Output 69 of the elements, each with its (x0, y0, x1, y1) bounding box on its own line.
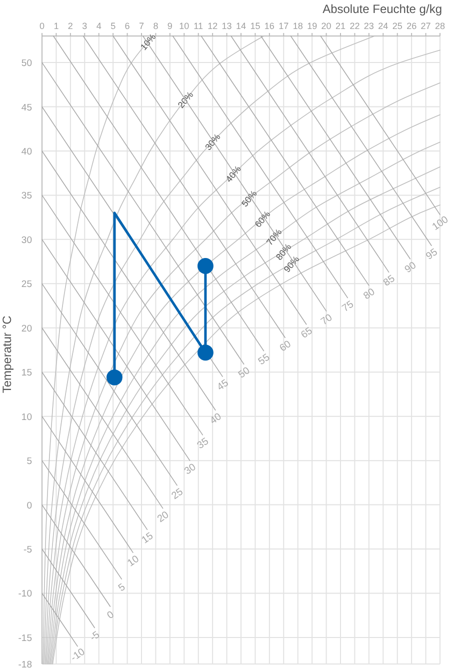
text: 10 (126, 554, 142, 570)
text: 55 (256, 352, 272, 368)
x-tick-label: 20 (321, 21, 332, 31)
x-tick-label: 19 (307, 21, 318, 31)
text: 75 (340, 298, 356, 314)
x-tick-label: 13 (222, 21, 232, 31)
x-tick-label: 15 (250, 21, 260, 31)
text: 85 (382, 273, 398, 289)
x-tick-label: 8 (153, 21, 158, 31)
text: 70 (319, 312, 335, 328)
x-tick-label: 9 (167, 21, 172, 31)
y-tick-label: 35 (21, 190, 32, 202)
text: 0 (105, 609, 117, 622)
text: 95 (424, 246, 440, 262)
x-tick-label: 18 (292, 21, 303, 31)
x-tick-label: 1 (54, 21, 59, 31)
x-tick-label: 17 (278, 21, 289, 31)
x-tick-label: 25 (392, 21, 402, 31)
y-tick-label: 45 (21, 102, 32, 114)
x-tick-label: 6 (124, 21, 130, 31)
x-tick-label: 16 (264, 21, 274, 31)
x-tick-label: 11 (194, 21, 204, 31)
x-tick-label: 22 (350, 21, 360, 31)
y-tick-label: 20 (21, 323, 32, 334)
text: 50 (236, 365, 252, 381)
text: 45 (215, 378, 232, 394)
x-tick-label: 28 (434, 21, 446, 31)
x-tick-label: 4 (96, 21, 102, 31)
y-tick-label: -15 (18, 632, 32, 644)
x-tick-label: 5 (110, 21, 116, 31)
y-axis-title: Temperatur °C (0, 315, 14, 394)
text: 40 (208, 411, 224, 427)
y-tick-label: -5 (24, 544, 32, 556)
text: 35 (195, 436, 212, 452)
y-tick-label: 30 (21, 234, 32, 246)
x-tick-label: 21 (335, 21, 346, 31)
x-axis-title: Absolute Feuchte g/kg (322, 2, 442, 16)
y-tick-label: -10 (18, 588, 32, 600)
x-tick-label: 7 (138, 21, 144, 31)
text: 65 (299, 325, 316, 341)
y-tick-label: 50 (21, 58, 32, 70)
x-tick-label: 23 (364, 21, 374, 31)
text: -10 (69, 646, 88, 664)
x-tick-label: 2 (68, 21, 73, 31)
y-tick-label: 25 (21, 279, 32, 290)
text: 100 (430, 214, 451, 233)
x-tick-label: 24 (378, 21, 388, 31)
y-tick-label: 5 (26, 456, 32, 468)
text: 15 (140, 530, 156, 546)
text: 80 (362, 286, 378, 302)
x-tick-label: 0 (39, 21, 45, 31)
y-tick-label: 40 (21, 146, 32, 158)
text: 30 (182, 462, 198, 478)
text: 5 (116, 582, 128, 594)
text: -5 (88, 629, 102, 644)
x-tick-label: 27 (420, 21, 431, 31)
x-tick-label: 10 (179, 21, 190, 31)
y-tick-label: 10 (21, 412, 32, 423)
y-tick-label: 15 (21, 368, 32, 379)
y-tick-label: 0 (26, 500, 32, 512)
x-tick-label: 26 (406, 21, 417, 31)
x-tick-label: 12 (208, 21, 218, 31)
text: 20 (156, 509, 172, 525)
text: 90 (403, 260, 419, 276)
text: 25 (170, 486, 186, 502)
text: 60 (278, 338, 294, 354)
x-tick-label: 3 (82, 21, 88, 31)
x-tick-label: 14 (236, 21, 246, 31)
y-tick-label: -18 (18, 660, 32, 669)
